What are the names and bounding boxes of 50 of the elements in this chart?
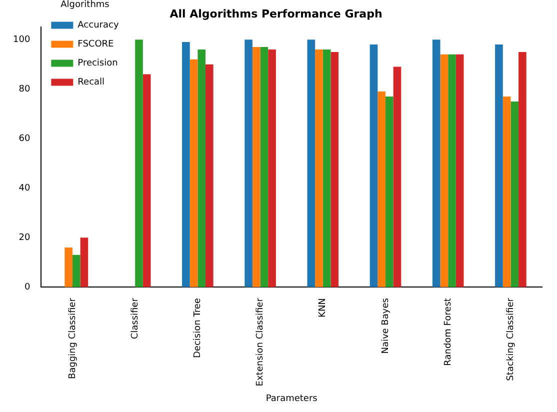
bar bbox=[268, 49, 276, 288]
y-tick-label: 100 bbox=[12, 34, 30, 45]
y-tick-label: 40 bbox=[18, 183, 30, 194]
legend-label: Recall bbox=[78, 78, 105, 88]
bar bbox=[307, 40, 316, 288]
bar bbox=[315, 49, 323, 288]
bar bbox=[322, 49, 331, 288]
bar bbox=[330, 52, 339, 288]
bar bbox=[244, 40, 252, 288]
bar bbox=[518, 52, 526, 288]
x-tick-label: KNN bbox=[318, 298, 328, 318]
bar bbox=[393, 66, 402, 288]
bar bbox=[252, 47, 260, 288]
bar bbox=[370, 44, 378, 288]
x-axis-title: Parameters bbox=[266, 394, 318, 404]
bar bbox=[378, 92, 386, 288]
y-tick-label: 0 bbox=[24, 282, 30, 292]
bar bbox=[182, 42, 190, 288]
bar bbox=[190, 59, 198, 288]
legend-label: FSCORE bbox=[78, 40, 114, 50]
legend-title: Algorithms bbox=[60, 0, 110, 10]
bar bbox=[142, 74, 151, 288]
y-tick-label: 20 bbox=[18, 232, 30, 243]
bar bbox=[385, 96, 394, 288]
legend-label: Precision bbox=[78, 58, 118, 69]
x-tick-label: Bagging Classifier bbox=[68, 298, 78, 380]
bar bbox=[206, 64, 214, 288]
x-tick-label: Random Forest bbox=[443, 298, 454, 366]
bar bbox=[510, 101, 519, 288]
x-tick-label: Classifier bbox=[130, 298, 140, 340]
x-tick-label: Decision Tree bbox=[193, 298, 204, 358]
bar bbox=[448, 54, 456, 288]
legend-label: Accuracy bbox=[78, 20, 120, 31]
bar bbox=[80, 238, 88, 288]
x-tick-label: Extension Classifier bbox=[256, 298, 266, 386]
bar bbox=[440, 54, 448, 288]
bar bbox=[64, 247, 72, 288]
bar bbox=[72, 254, 80, 288]
x-tick-label: Naive Bayes bbox=[380, 298, 391, 354]
bar bbox=[135, 40, 143, 288]
bar bbox=[495, 44, 503, 288]
chart-title: All Algorithms Performance Graph bbox=[170, 7, 382, 20]
bar bbox=[502, 96, 511, 288]
x-tick-label: Stacking Classifier bbox=[506, 298, 516, 381]
y-tick-label: 80 bbox=[18, 84, 30, 94]
bar bbox=[456, 54, 464, 288]
y-tick-label: 60 bbox=[18, 134, 30, 144]
bar bbox=[198, 49, 206, 288]
bar bbox=[432, 40, 440, 288]
bar bbox=[260, 47, 268, 288]
